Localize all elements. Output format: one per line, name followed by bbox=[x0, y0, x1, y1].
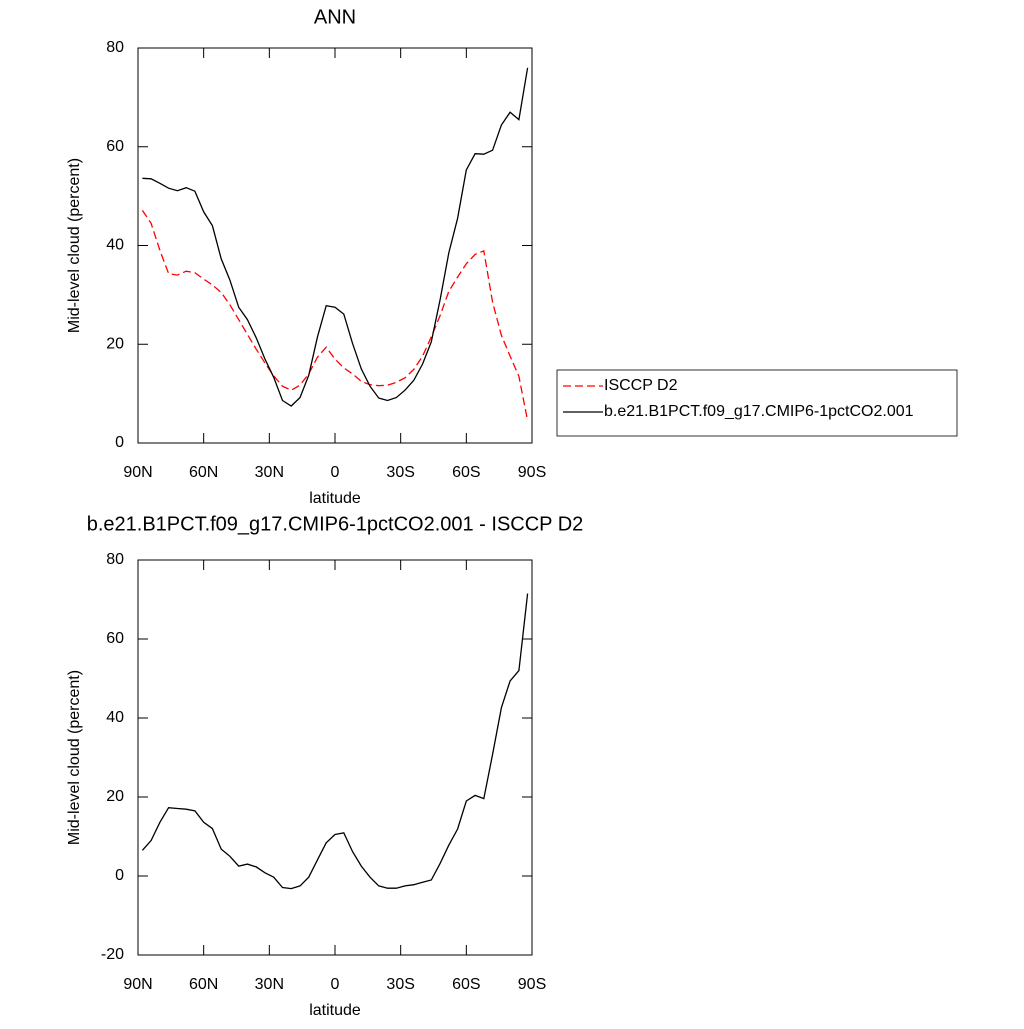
plot-frame bbox=[137, 47, 533, 444]
x-tick-label: 90N bbox=[123, 464, 152, 481]
legend-label: ISCCP D2 bbox=[604, 377, 678, 394]
legend-box bbox=[556, 369, 958, 437]
data-line bbox=[141, 210, 529, 421]
x-tick-label: 60S bbox=[452, 464, 480, 481]
y-tick-label: 40 bbox=[106, 709, 124, 726]
x-tick-label: 60N bbox=[189, 464, 218, 481]
x-axis-label: latitude bbox=[309, 1002, 361, 1019]
x-tick-label: 60S bbox=[452, 976, 480, 993]
x-tick-label: 30S bbox=[386, 464, 414, 481]
y-tick-label: 80 bbox=[106, 39, 124, 56]
data-line bbox=[142, 67, 529, 407]
data-line bbox=[141, 593, 529, 890]
x-tick-label: 90N bbox=[123, 976, 152, 993]
y-tick-label: -20 bbox=[101, 946, 124, 963]
x-tick-label: 30S bbox=[386, 976, 414, 993]
y-tick-label: 0 bbox=[115, 434, 124, 451]
y-tick-label: 60 bbox=[106, 630, 124, 647]
x-tick-label: 90S bbox=[518, 464, 546, 481]
x-tick-label: 0 bbox=[331, 464, 340, 481]
chart-title: b.e21.B1PCT.f09_g17.CMIP6-1pctCO2.001 - … bbox=[87, 513, 584, 535]
y-tick-label: 20 bbox=[106, 335, 124, 352]
x-tick-label: 60N bbox=[189, 976, 218, 993]
y-tick-label: 80 bbox=[106, 551, 124, 568]
y-tick-label: 20 bbox=[106, 788, 124, 805]
x-axis-label: latitude bbox=[309, 490, 361, 507]
y-axis-label: Mid-level cloud (percent) bbox=[66, 158, 83, 333]
plot-frame bbox=[137, 559, 533, 956]
y-axis-label: Mid-level cloud (percent) bbox=[66, 670, 83, 845]
x-tick-label: 30N bbox=[255, 464, 284, 481]
x-tick-label: 30N bbox=[255, 976, 284, 993]
x-tick-label: 90S bbox=[518, 976, 546, 993]
y-tick-label: 60 bbox=[106, 138, 124, 155]
x-tick-label: 0 bbox=[331, 976, 340, 993]
chart-title: ANN bbox=[314, 6, 356, 28]
y-tick-label: 40 bbox=[106, 237, 124, 254]
y-tick-label: 0 bbox=[115, 867, 124, 884]
legend-label: b.e21.B1PCT.f09_g17.CMIP6-1pctCO2.001 bbox=[604, 403, 914, 420]
